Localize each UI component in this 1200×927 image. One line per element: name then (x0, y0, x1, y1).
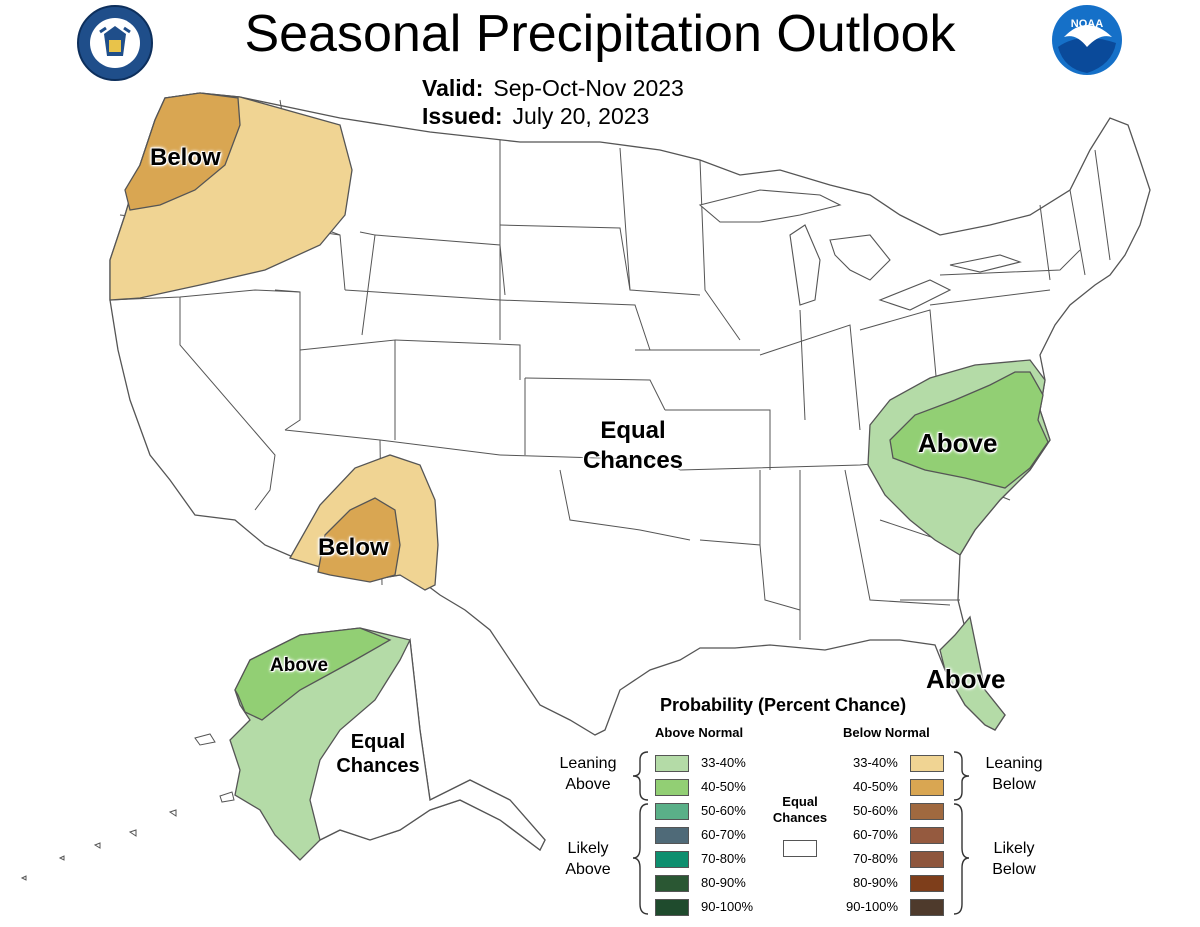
above-braces (632, 751, 649, 915)
below-range-2: 50-60% (853, 803, 898, 818)
leaning-above-line1: Leaning (559, 755, 617, 772)
below-range-5: 80-90% (853, 875, 898, 890)
below-range-4: 70-80% (853, 851, 898, 866)
swatch-above-33-40 (655, 755, 689, 772)
issued-line: Issued: July 20, 2023 (422, 102, 649, 130)
swatch-above-70-80 (655, 851, 689, 868)
swatch-below-50-60 (910, 803, 944, 820)
ec-line2: Chances (772, 810, 828, 825)
alaska-above-40-50 (234, 627, 392, 721)
above-range-2: 50-60% (701, 803, 746, 818)
great-lakes (698, 189, 1022, 311)
valid-label: Valid: (422, 75, 484, 101)
leaning-below-label: Leaning Below (974, 753, 1054, 795)
leaning-above-line2: Above (565, 776, 611, 793)
swatch-below-90-100 (910, 899, 944, 916)
label-northwest-below: Below (150, 144, 221, 171)
label-alaska-above: Above (270, 655, 329, 676)
below-braces (953, 751, 970, 915)
nw-below-40-50 (124, 92, 241, 211)
swatch-above-60-70 (655, 827, 689, 844)
likely-above-line2: Above (565, 861, 611, 878)
leaning-below-line1: Leaning (985, 755, 1043, 772)
above-range-3: 60-70% (701, 827, 746, 842)
likely-below-label: Likely Below (974, 838, 1054, 880)
label-alaska-line2: Chances (336, 755, 420, 777)
swatch-below-40-50 (910, 779, 944, 796)
label-center-line2: Chances (582, 447, 684, 474)
label-center-equal-chances: Equal Chances (578, 416, 688, 476)
label-center-line1: Equal (600, 417, 666, 444)
legend-above-header: Above Normal (655, 725, 744, 740)
above-range-6: 90-100% (701, 899, 754, 914)
sw-below-40-50 (317, 497, 401, 583)
below-range-6: 90-100% (846, 899, 899, 914)
swatch-below-33-40 (910, 755, 944, 772)
swatch-above-80-90 (655, 875, 689, 892)
fl-above-33-40 (939, 615, 1006, 731)
alaska-equal-chances (309, 637, 546, 851)
issued-label: Issued: (422, 103, 503, 129)
aleutian-islands (20, 733, 235, 881)
likely-below-line2: Below (992, 861, 1036, 878)
below-range-3: 60-70% (853, 827, 898, 842)
issued-value: July 20, 2023 (512, 103, 650, 129)
label-alaska-line1: Equal (350, 731, 406, 753)
likely-above-line1: Likely (567, 840, 609, 857)
above-range-1: 40-50% (701, 779, 746, 794)
legend-below-header: Below Normal (843, 725, 930, 740)
likely-above-label: Likely Above (548, 838, 628, 880)
likely-below-line1: Likely (993, 840, 1035, 857)
above-range-5: 80-90% (701, 875, 746, 890)
label-florida-above: Above (926, 664, 1006, 694)
valid-value: Sep-Oct-Nov 2023 (493, 75, 684, 101)
legend-equal-chances-label: Equal Chances (762, 794, 838, 826)
se-above-40-50 (889, 371, 1049, 489)
noaa-logo-text: NOAA (1071, 18, 1103, 30)
swatch-below-60-70 (910, 827, 944, 844)
map-title: Seasonal Precipitation Outlook (244, 5, 956, 63)
swatch-above-40-50 (655, 779, 689, 796)
swatch-equal-chances (783, 840, 817, 857)
ec-line1: Equal (782, 794, 818, 809)
swatch-above-50-60 (655, 803, 689, 820)
legend-title: Probability (Percent Chance) (660, 695, 907, 715)
swatch-below-70-80 (910, 851, 944, 868)
leaning-above-label: Leaning Above (548, 753, 628, 795)
above-range-4: 70-80% (701, 851, 746, 866)
commerce-seal-logo (77, 5, 153, 81)
label-southwest-below: Below (318, 534, 389, 561)
above-range-0: 33-40% (701, 755, 746, 770)
label-southeast-above: Above (918, 428, 998, 458)
below-range-1: 40-50% (853, 779, 898, 794)
swatch-below-80-90 (910, 875, 944, 892)
swatch-above-90-100 (655, 899, 689, 916)
below-range-0: 33-40% (853, 755, 898, 770)
valid-line: Valid: Sep-Oct-Nov 2023 (422, 74, 684, 102)
label-alaska-equal-chances: Equal Chances (326, 730, 430, 778)
leaning-below-line2: Below (992, 776, 1036, 793)
noaa-logo: NOAA (1052, 5, 1122, 75)
